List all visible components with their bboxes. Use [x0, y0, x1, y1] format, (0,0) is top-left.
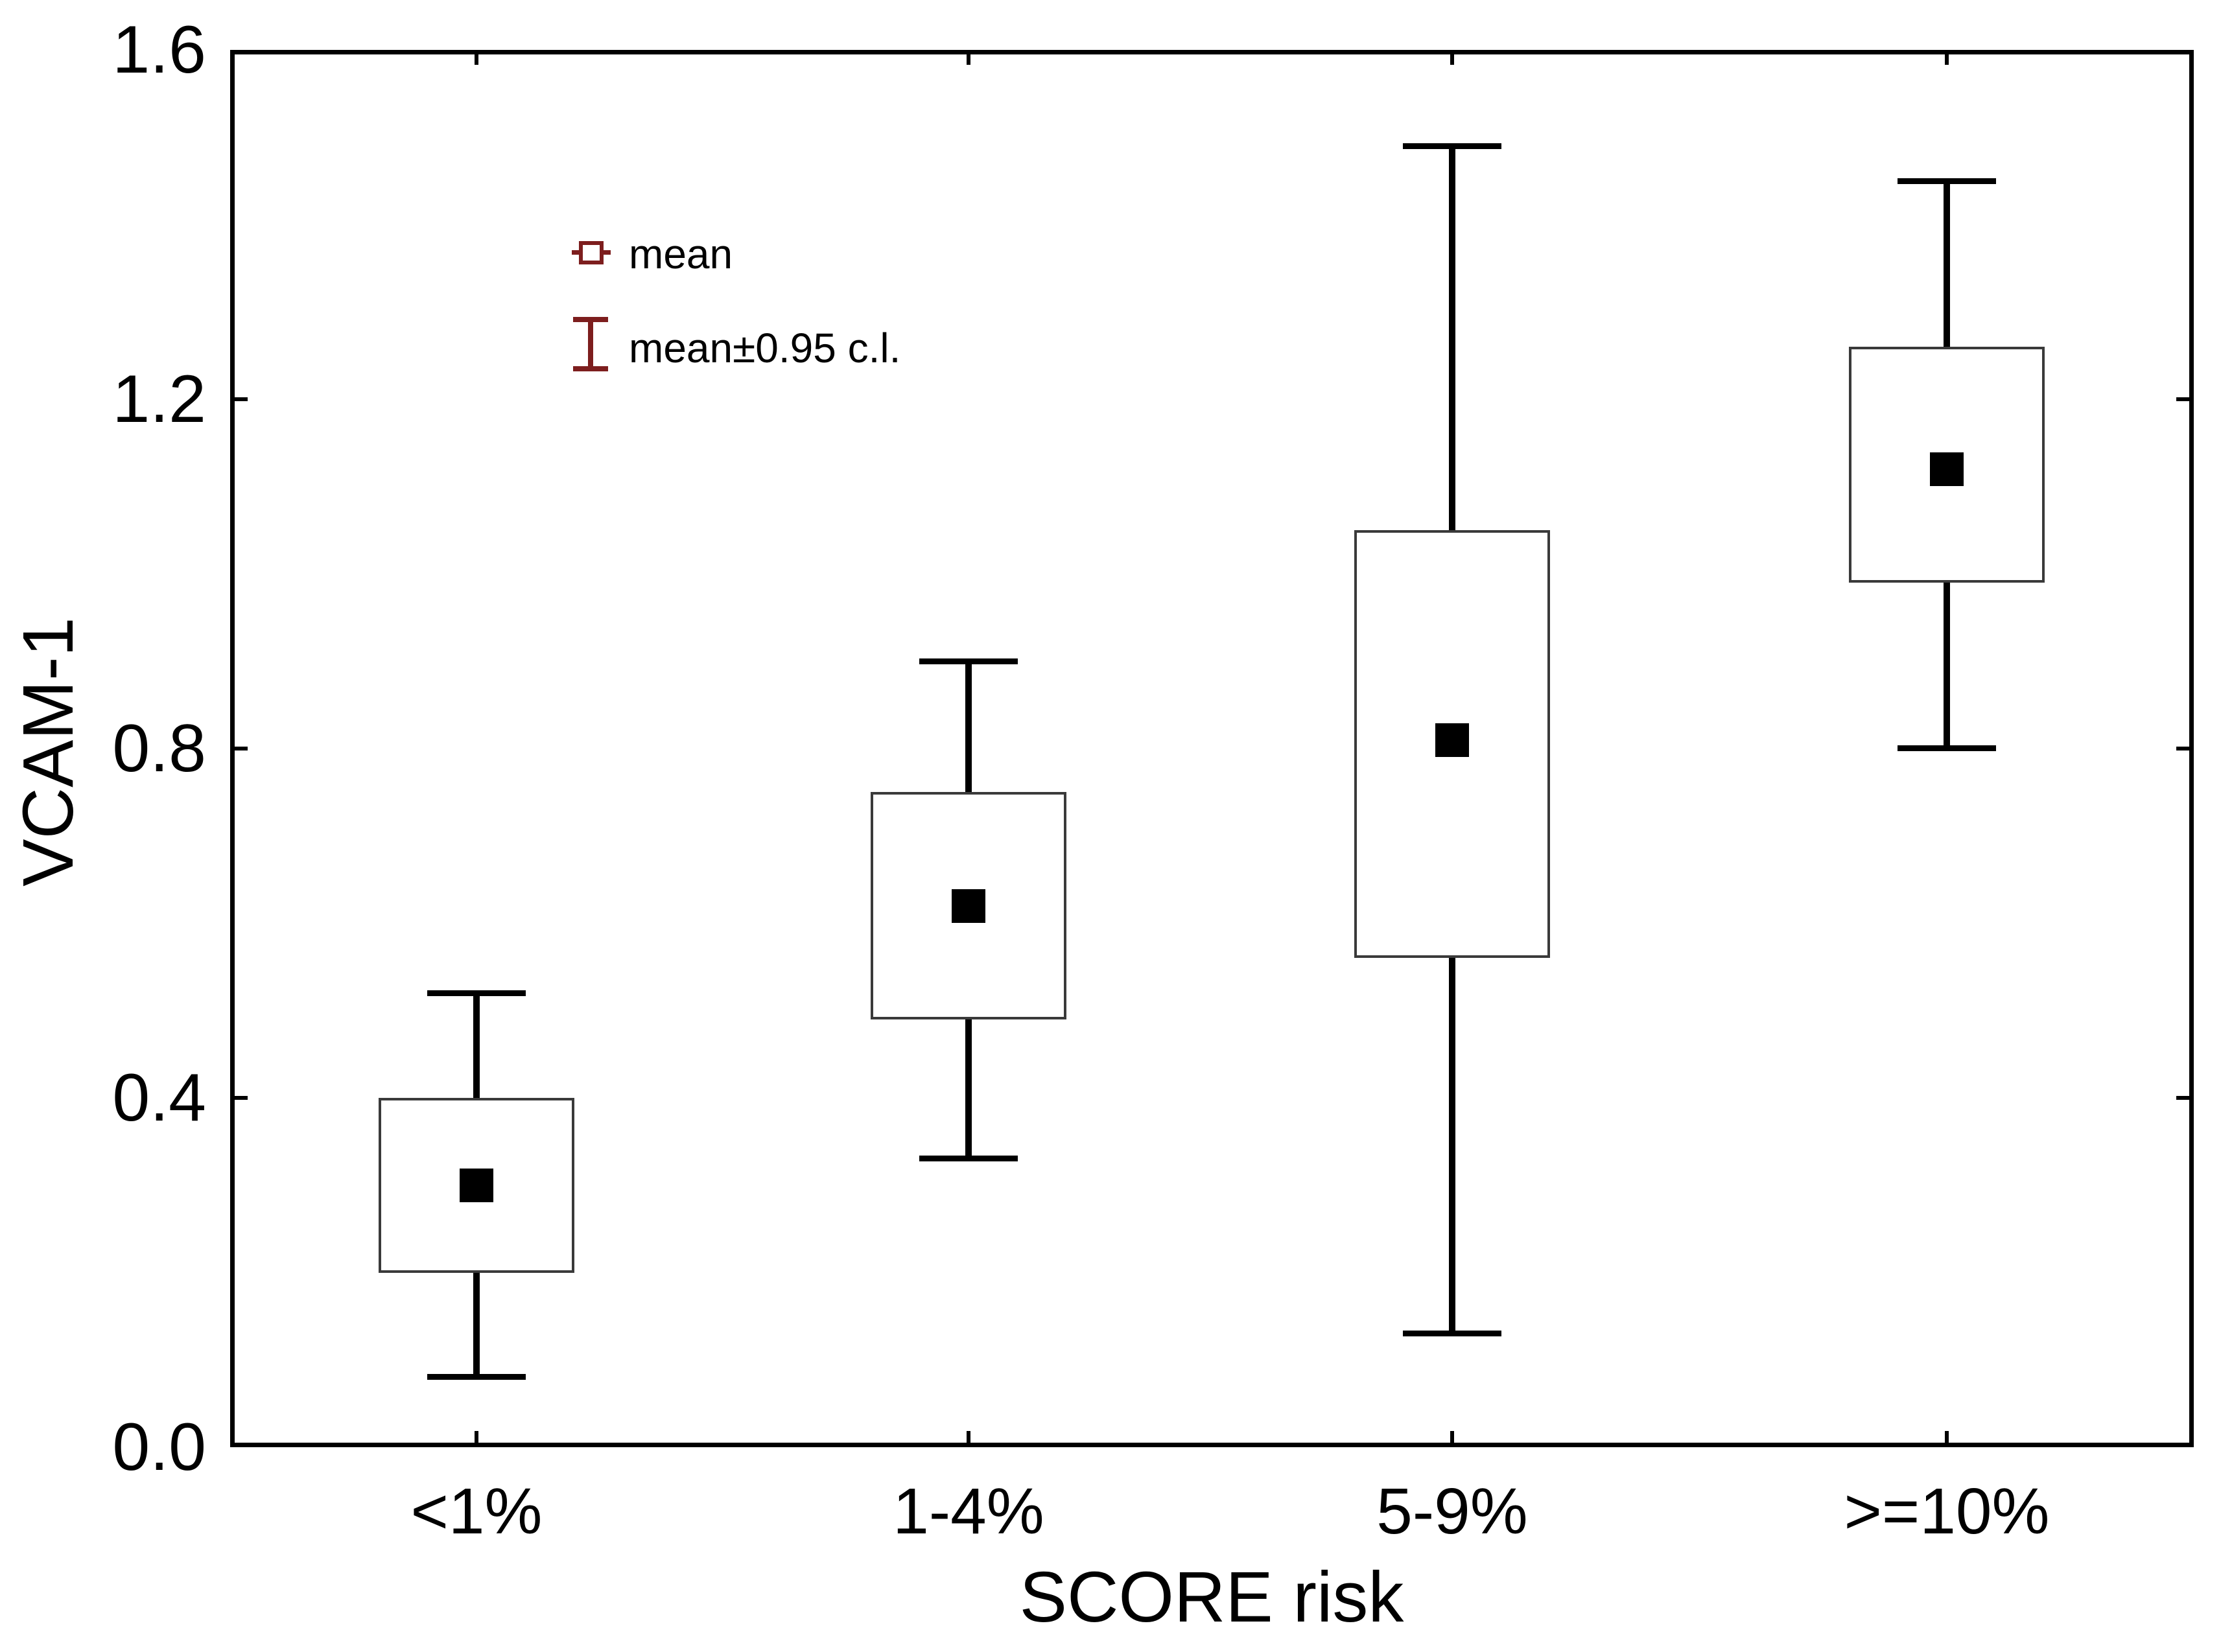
y-tick-label: 1.6 [112, 12, 206, 87]
x-tick-mark-bottom [1450, 1431, 1454, 1443]
y-tick-mark-left [235, 747, 248, 750]
x-axis-title: SCORE risk [1019, 1557, 1404, 1637]
x-tick-label: <1% [410, 1475, 543, 1548]
x-tick-label: 1-4% [893, 1475, 1044, 1548]
y-tick-mark-left [235, 397, 248, 401]
y-tick-label: 1.2 [112, 362, 206, 437]
ci-errorbar-icon [573, 317, 608, 371]
y-tick-mark-left [235, 1096, 248, 1100]
whisker-cap-top [919, 658, 1018, 665]
mean-square-icon [572, 241, 611, 264]
whisker-cap-bottom [1403, 1330, 1501, 1336]
whisker-cap-bottom [919, 1156, 1018, 1162]
y-tick-label: 0.8 [112, 711, 206, 786]
legend-label-mean: mean [629, 231, 733, 277]
mean-marker [952, 889, 985, 923]
y-tick-mark-right [2176, 747, 2189, 750]
y-tick-label: 0.0 [112, 1410, 206, 1485]
x-tick-mark-top [1945, 54, 1949, 65]
x-tick-mark-bottom [967, 1431, 970, 1443]
x-tick-mark-bottom [475, 1431, 478, 1443]
plot-area: mean mean±0.95 c.l. [230, 50, 2194, 1447]
whisker-cap-bottom [427, 1374, 526, 1380]
whisker-cap-top [1898, 178, 1996, 185]
plot-frame [230, 50, 2194, 1447]
x-tick-mark-top [475, 54, 478, 65]
x-tick-mark-top [1450, 54, 1454, 65]
x-tick-label: >=10% [1844, 1475, 2050, 1548]
x-tick-mark-bottom [1945, 1431, 1949, 1443]
y-tick-mark-right [2176, 1096, 2189, 1100]
x-tick-mark-top [967, 54, 970, 65]
x-tick-label: 5-9% [1376, 1475, 1528, 1548]
mean-marker [1930, 452, 1964, 486]
whisker-cap-top [1403, 143, 1501, 150]
legend-label-ci: mean±0.95 c.l. [629, 325, 901, 371]
whisker-cap-bottom [1898, 745, 1996, 751]
mean-marker [460, 1168, 493, 1202]
y-tick-label: 0.4 [112, 1060, 206, 1135]
whisker-cap-top [427, 990, 526, 997]
mean-marker [1435, 723, 1469, 757]
y-tick-mark-right [2176, 397, 2189, 401]
